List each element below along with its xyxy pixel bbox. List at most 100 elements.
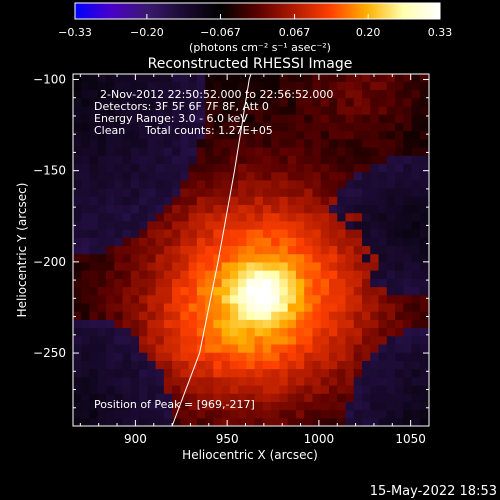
heatmap-cell: [238, 81, 248, 91]
heatmap-cell: [163, 196, 173, 206]
heatmap-cell: [97, 237, 107, 247]
heatmap-cell: [386, 278, 396, 288]
heatmap-cell: [386, 114, 396, 123]
heatmap-cell: [403, 89, 413, 99]
heatmap-cell: [328, 302, 338, 312]
heatmap-cell: [172, 384, 181, 394]
heatmap-cell: [163, 220, 173, 230]
heatmap-cell: [73, 146, 82, 156]
heatmap-cell: [130, 237, 140, 247]
heatmap-cell: [106, 319, 115, 329]
heatmap-cell: [139, 138, 148, 148]
heatmap-cell: [147, 138, 157, 148]
heatmap-cell: [188, 261, 198, 271]
heatmap-cell: [345, 155, 355, 164]
heatmap-cell: [122, 237, 132, 247]
heatmap-cell: [213, 138, 223, 148]
heatmap-cell: [386, 212, 396, 222]
heatmap-cell: [304, 417, 314, 426]
heatmap-cell: [246, 278, 256, 288]
heatmap-cell: [106, 229, 115, 238]
heatmap-cell: [147, 171, 157, 181]
heatmap-cell: [81, 105, 91, 115]
heatmap-cell: [180, 409, 190, 419]
heatmap-cell: [180, 393, 190, 402]
heatmap-cell: [188, 294, 198, 304]
heatmap-cell: [238, 196, 248, 206]
heatmap-cell: [279, 204, 289, 214]
heatmap-cell: [196, 245, 206, 255]
heatmap-cell: [279, 74, 289, 82]
heatmap-cell: [147, 327, 157, 337]
heatmap-cell: [353, 89, 363, 99]
heatmap-cell: [254, 368, 264, 378]
heatmap-cell: [312, 81, 322, 91]
heatmap-cell: [97, 130, 107, 140]
heatmap-cell: [378, 74, 388, 82]
heatmap-cell: [180, 220, 190, 230]
heatmap-cell: [320, 393, 330, 402]
heatmap-cell: [411, 146, 421, 156]
heatmap-cell: [411, 114, 421, 123]
heatmap-cell: [81, 319, 91, 329]
heatmap-cell: [205, 319, 214, 329]
heatmap-cell: [73, 352, 82, 361]
heatmap-cell: [114, 114, 124, 123]
heatmap-cell: [395, 384, 404, 394]
heatmap-cell: [114, 245, 124, 255]
heatmap-cell: [114, 360, 124, 370]
heatmap-cell: [180, 319, 190, 329]
heatmap-cell: [279, 229, 289, 238]
heatmap-cell: [279, 138, 289, 148]
heatmap-cell: [155, 278, 165, 288]
heatmap-cell: [229, 171, 239, 181]
heatmap-cell: [304, 327, 314, 337]
heatmap-cell: [287, 187, 297, 197]
heatmap-cell: [238, 122, 248, 132]
heatmap-cell: [345, 122, 355, 132]
heatmap-cell: [81, 327, 91, 337]
heatmap-cell: [229, 187, 239, 197]
heatmap-cell: [395, 97, 404, 107]
heatmap-cell: [337, 114, 347, 123]
heatmap-cell: [172, 343, 181, 353]
heatmap-cell: [304, 89, 314, 99]
heatmap-cell: [287, 97, 297, 107]
heatmap-cell: [337, 327, 347, 337]
heatmap-cell: [386, 261, 396, 271]
heatmap-cell: [386, 237, 396, 247]
heatmap-cell: [221, 253, 231, 263]
heatmap-cell: [370, 368, 380, 378]
heatmap-cell: [246, 352, 256, 361]
heatmap-cell: [262, 335, 272, 345]
heatmap-cell: [353, 212, 363, 222]
heatmap-cell: [122, 204, 132, 214]
heatmap-cell: [172, 286, 181, 296]
heatmap-cell: [353, 204, 363, 214]
heatmap-cell: [312, 196, 322, 206]
heatmap-cell: [114, 74, 124, 82]
heatmap-cell: [411, 155, 421, 164]
heatmap-cell: [262, 319, 272, 329]
heatmap-cell: [163, 155, 173, 164]
heatmap-cell: [370, 327, 380, 337]
heatmap-cell: [353, 138, 363, 148]
heatmap-cell: [155, 311, 165, 320]
heatmap-cell: [279, 122, 289, 132]
heatmap-cell: [180, 81, 190, 91]
heatmap-cell: [213, 187, 223, 197]
heatmap-cell: [262, 417, 272, 426]
heatmap-cell: [163, 171, 173, 181]
heatmap-cell: [411, 220, 421, 230]
heatmap-cell: [337, 343, 347, 353]
heatmap-cell: [213, 146, 223, 156]
heatmap-cell: [328, 352, 338, 361]
heatmap-cell: [279, 171, 289, 181]
heatmap-cell: [370, 393, 380, 402]
heatmap-cell: [180, 146, 190, 156]
heatmap-cell: [89, 253, 99, 263]
heatmap-cell: [122, 187, 132, 197]
heatmap-cell: [411, 105, 421, 115]
heatmap-cell: [370, 270, 380, 279]
heatmap-cell: [345, 286, 355, 296]
